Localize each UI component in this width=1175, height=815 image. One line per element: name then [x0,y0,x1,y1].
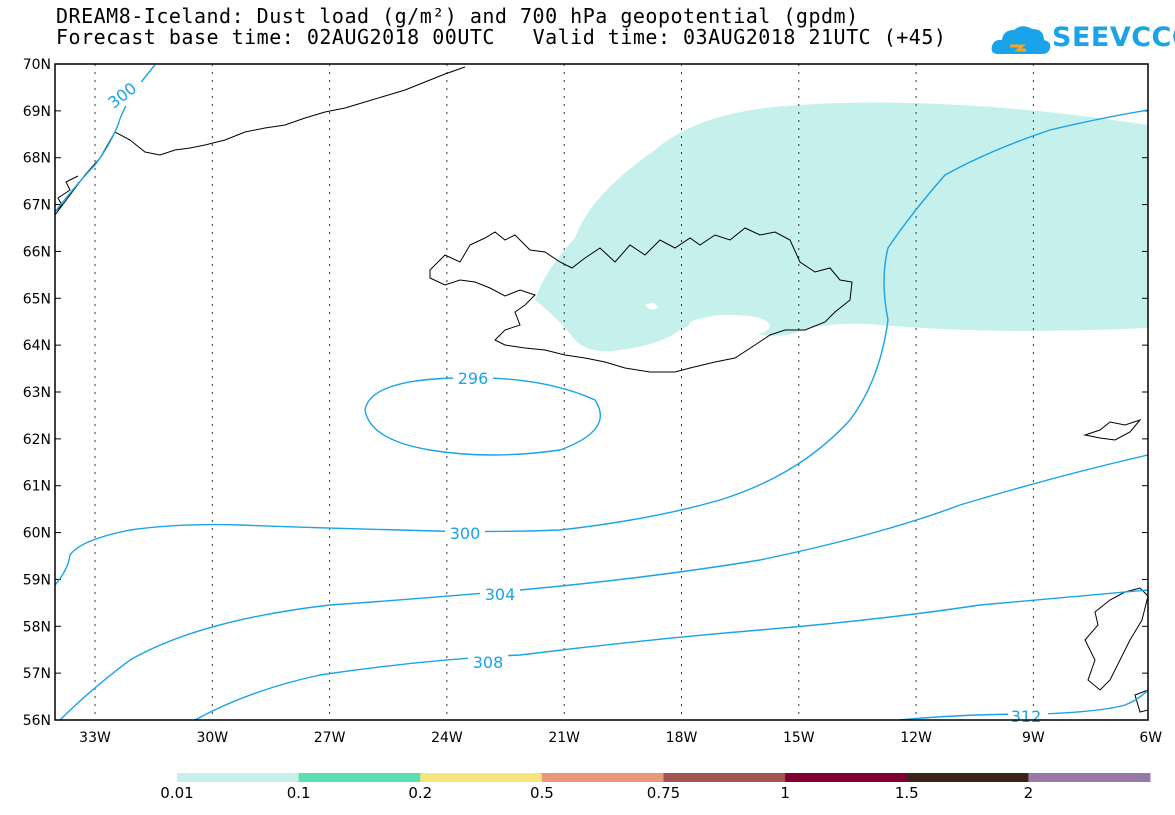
map-header: DREAM8-Iceland: Dust load (g/m²) and 700… [56,6,946,48]
longitude-label: 27W [314,730,346,746]
latitude-label: 64N [23,338,51,354]
geopotential-contours [54,64,1149,721]
grid-lines [55,64,1148,720]
longitude-label: 21W [548,730,580,746]
latitude-label: 58N [23,619,51,635]
longitude-label: 9W [1022,730,1045,746]
colorbar-label: 1.5 [894,784,919,802]
contour-label: 304 [485,585,516,604]
latitude-label: 61N [23,479,51,495]
latitude-label: 70N [23,57,51,73]
latitude-label: 56N [23,713,51,729]
colorbar-swatch [541,773,664,782]
latitude-label: 57N [23,666,51,682]
coastline [54,66,1149,713]
longitude-label: 18W [666,730,698,746]
latitude-label: 65N [23,291,51,307]
map-frame [54,63,1149,721]
contour-label: 312 [1011,707,1042,726]
map-title: DREAM8-Iceland: Dust load (g/m²) and 700… [56,4,859,28]
colorbar-swatch [906,773,1029,782]
latitude-label: 62N [23,432,51,448]
base-time-label: Forecast base time: 02AUG2018 00UTC [56,25,495,49]
colorbar-label: 0.1 [286,784,311,802]
colorbar-swatch [177,773,300,782]
longitude-label: 12W [900,730,932,746]
longitude-label: 15W [783,730,815,746]
map-canvas: 300 296 300 304 308 312 70N69N68N67N66N6… [23,57,1163,746]
colorbar-label: 0.5 [529,784,554,802]
colorbar-swatch [420,773,543,782]
longitude-label: 6W [1139,730,1162,746]
contour-label: 296 [458,369,489,388]
logo-text: SEEVCCC [1052,22,1175,53]
latitude-labels: 70N 69N 68N 67N 66N 65N 64N 63N 62N 61N 60N 59N 58N 5… [23,57,51,729]
colorbar-label: 1 [780,784,790,802]
longitude-label: 30W [196,730,228,746]
colorbar [177,773,1151,782]
colorbar-swatch [785,773,908,782]
latitude-label: 60N [23,526,51,542]
colorbar-label: 2 [1023,784,1034,802]
longitude-labels: 33W 30W 27W 24W 21W 18W 15W 12W 9W 6W [79,730,1162,746]
longitude-label: 24W [431,730,463,746]
colorbar-label: 0.75 [646,784,681,802]
colorbar-swatch [298,773,421,782]
dust-load-area [535,102,1148,352]
latitude-label: 63N [23,385,51,401]
longitude-label: 33W [79,730,111,746]
latitude-label: 67N [23,198,51,214]
colorbar-swatch [663,773,786,782]
colorbar-swatch [1028,773,1151,782]
contour-label: 308 [473,653,504,672]
contour-label: 300 [450,524,481,543]
colorbar-label: 0.01 [160,784,194,802]
cloud-icon [991,26,1051,54]
latitude-label: 59N [23,572,51,588]
latitude-label: 68N [23,151,51,167]
valid-time-label: Valid time: 03AUG2018 21UTC (+45) [532,25,947,49]
colorbar-label: 0.2 [408,784,433,802]
latitude-label: 69N [23,104,51,120]
latitude-label: 66N [23,244,51,260]
